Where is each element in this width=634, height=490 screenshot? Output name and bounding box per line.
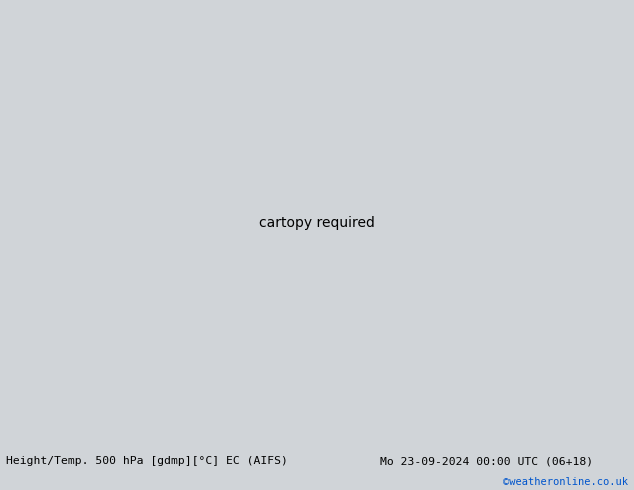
- Text: cartopy required: cartopy required: [259, 216, 375, 230]
- Text: ©weatheronline.co.uk: ©weatheronline.co.uk: [503, 477, 628, 487]
- Text: Height/Temp. 500 hPa [gdmp][°C] EC (AIFS): Height/Temp. 500 hPa [gdmp][°C] EC (AIFS…: [6, 456, 288, 466]
- Text: Mo 23-09-2024 00:00 UTC (06+18): Mo 23-09-2024 00:00 UTC (06+18): [380, 456, 593, 466]
